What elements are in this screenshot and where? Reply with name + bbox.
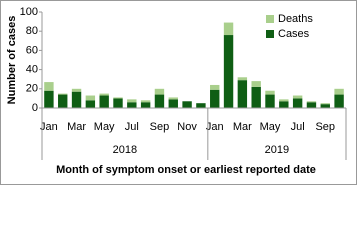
legend-swatch <box>266 15 274 23</box>
bar-segment <box>292 95 303 99</box>
y-tick-label: 20 <box>26 83 38 95</box>
bar-segment <box>320 104 330 108</box>
bar-segment <box>306 101 317 103</box>
x-tick-label: Nov <box>177 121 197 133</box>
y-tick-label: 40 <box>26 64 38 76</box>
bar-segment <box>196 103 206 108</box>
year-label: 2019 <box>265 144 289 156</box>
bar-segment <box>210 84 220 90</box>
bar-segment <box>265 94 275 108</box>
chart: Number of cases Month of symptom onset o… <box>0 0 357 185</box>
legend-label: Deaths <box>278 13 313 25</box>
bar-segment <box>223 35 234 108</box>
bar-segment <box>334 88 344 95</box>
bar-segment <box>182 101 192 108</box>
bar-segment <box>44 82 54 91</box>
bar-segment <box>265 90 275 95</box>
bar-segment <box>334 94 344 108</box>
x-tick-label: Jul <box>125 121 139 133</box>
bar-segment <box>99 93 109 96</box>
bar-segment <box>223 22 234 36</box>
bar-segment <box>154 94 165 108</box>
x-tick-label: Jan <box>206 121 224 133</box>
bar-segment <box>154 88 165 95</box>
legend-label: Cases <box>278 28 310 40</box>
bar-segment <box>44 90 54 108</box>
year-label: 2018 <box>113 144 137 156</box>
bar-segment <box>71 88 82 92</box>
x-tick-label: May <box>94 121 115 133</box>
bar-segment <box>292 98 303 108</box>
bar-segment <box>58 93 68 95</box>
y-tick-label: 80 <box>26 25 38 37</box>
bar-segment <box>99 95 109 108</box>
bar-segment <box>237 77 248 81</box>
bar-segment <box>279 101 289 108</box>
bar-segment <box>320 103 330 105</box>
bar-segment <box>306 102 317 108</box>
x-tick-label: Sep <box>150 121 170 133</box>
y-axis-title: Number of cases <box>6 16 18 105</box>
bar-segment <box>279 99 289 102</box>
x-tick-label: Jul <box>291 121 305 133</box>
bar-segment <box>210 89 220 108</box>
x-tick-label: May <box>260 121 281 133</box>
bar-segment <box>71 91 82 108</box>
bar-segment <box>140 102 151 108</box>
bar-segment <box>127 102 137 108</box>
legend-swatch <box>266 30 274 38</box>
x-tick-label: Jan <box>40 121 58 133</box>
bar-segment <box>251 86 261 108</box>
y-tick-label: 100 <box>20 6 38 18</box>
bar-segment <box>251 81 261 87</box>
bar-segment <box>113 97 123 99</box>
x-tick-label: Mar <box>67 121 86 133</box>
bar-segment <box>85 95 96 101</box>
bar-segment <box>140 100 151 103</box>
chart-border <box>0 0 357 185</box>
x-axis-title: Month of symptom onset or earliest repor… <box>56 164 316 176</box>
bar-segment <box>85 100 96 108</box>
bar-segment <box>58 94 68 108</box>
bar-segment <box>127 99 137 103</box>
bar-segment <box>237 80 248 108</box>
bar-segment <box>168 99 178 108</box>
y-tick-label: 0 <box>32 102 38 114</box>
x-tick-label: Mar <box>233 121 252 133</box>
bar-segment <box>113 98 123 108</box>
y-tick-label: 60 <box>26 44 38 56</box>
bar-segment <box>168 97 178 100</box>
x-tick-label: Sep <box>315 121 335 133</box>
